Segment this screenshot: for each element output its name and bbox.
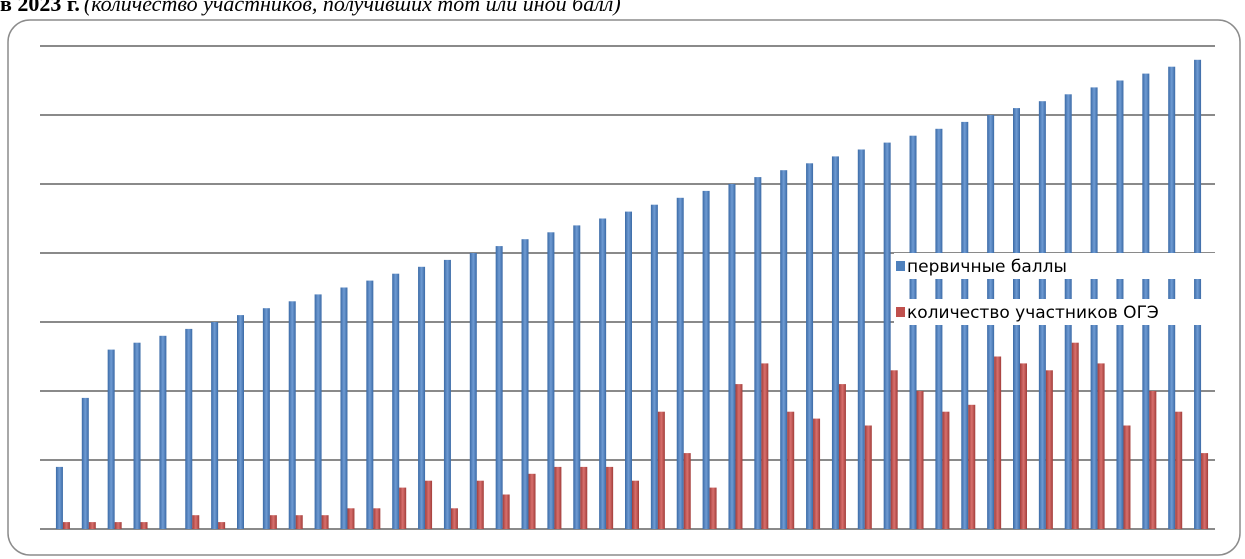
bar <box>1149 391 1157 529</box>
bar <box>321 515 329 529</box>
bar <box>838 384 846 529</box>
bar <box>495 246 503 529</box>
bar <box>994 356 1002 529</box>
bar <box>269 515 277 529</box>
bar <box>192 515 200 529</box>
bar <box>1071 342 1079 529</box>
bar <box>528 473 536 529</box>
bar <box>218 522 226 529</box>
bar <box>857 149 865 529</box>
bar <box>683 453 691 529</box>
bar <box>813 418 821 529</box>
bar <box>728 184 736 529</box>
bar <box>392 273 400 529</box>
bar <box>295 515 303 529</box>
bar <box>476 480 484 529</box>
bar <box>942 411 950 529</box>
chart-frame <box>7 19 1241 556</box>
legend-background <box>894 299 1234 325</box>
bar <box>418 266 426 529</box>
bar <box>450 508 458 529</box>
bar <box>55 466 63 529</box>
legend-label: первичные баллы <box>907 257 1067 277</box>
bar <box>425 480 433 529</box>
bar <box>780 170 788 529</box>
bar <box>632 480 639 529</box>
bar <box>961 121 969 530</box>
legend-swatch <box>896 307 905 317</box>
bar <box>114 522 122 529</box>
bar <box>262 308 270 529</box>
bar <box>1175 411 1183 529</box>
bar <box>237 315 244 529</box>
bar <box>650 204 658 529</box>
bar <box>1097 363 1105 529</box>
bar <box>1194 59 1202 530</box>
bar <box>864 425 872 529</box>
bar <box>469 253 477 529</box>
bar <box>735 384 743 529</box>
bar <box>314 294 322 529</box>
bar <box>373 508 381 529</box>
legend-label: количество участников ОГЭ <box>907 303 1159 323</box>
bar <box>580 466 588 529</box>
bar <box>625 211 632 529</box>
bar <box>366 280 374 529</box>
bar <box>133 342 141 529</box>
bar <box>185 328 193 529</box>
bar <box>702 190 710 529</box>
bar <box>1168 66 1176 529</box>
legend-background <box>894 253 1234 279</box>
bar <box>754 177 762 529</box>
bar <box>599 218 607 529</box>
bar <box>935 128 943 530</box>
bar <box>399 487 407 529</box>
heading-year: в 2023 г. <box>0 0 80 16</box>
bar <box>140 522 148 529</box>
bar <box>606 466 614 529</box>
bar <box>787 411 795 529</box>
legend-swatch <box>896 261 905 271</box>
bar <box>62 522 70 529</box>
bar <box>347 508 355 529</box>
bar <box>1045 370 1053 529</box>
bar <box>573 225 581 529</box>
bar <box>676 197 684 530</box>
bar <box>521 239 529 529</box>
bar <box>88 522 96 529</box>
bar <box>968 404 976 529</box>
bar <box>806 163 814 530</box>
bar <box>443 259 451 529</box>
bar <box>1201 453 1209 529</box>
bar <box>81 397 89 529</box>
bar <box>288 301 296 529</box>
bar <box>159 335 167 529</box>
bar <box>909 135 917 529</box>
heading: в 2023 г. (количество участников, получив… <box>0 0 621 17</box>
bar <box>1020 363 1027 529</box>
bar <box>916 391 924 529</box>
bar <box>890 370 898 529</box>
bar <box>761 363 769 529</box>
bar <box>502 494 510 529</box>
bar <box>107 349 115 529</box>
bar <box>547 232 555 530</box>
heading-note: (количество участников, получивших тот и… <box>83 0 621 16</box>
bar <box>883 142 891 529</box>
bar <box>709 487 717 529</box>
bar <box>1123 425 1131 529</box>
bar <box>211 322 219 529</box>
bar <box>831 156 839 529</box>
bar <box>657 411 665 529</box>
bar <box>554 466 562 529</box>
bar <box>340 287 348 529</box>
